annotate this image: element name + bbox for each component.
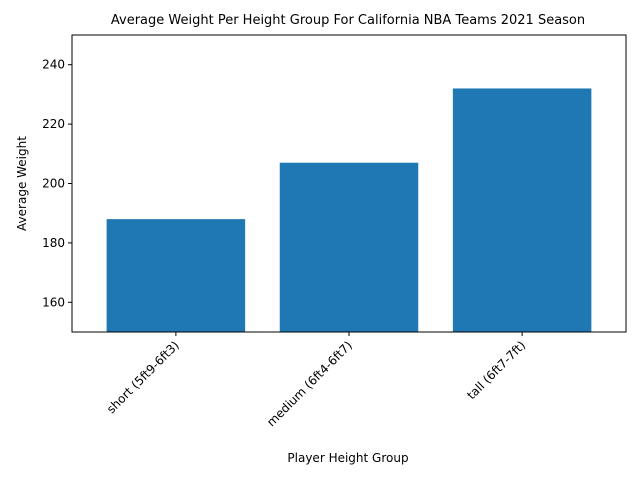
bar-2 (452, 88, 592, 333)
y-axis: 160 180 200 220 240 (42, 58, 72, 309)
x-axis-label: Player Height Group (287, 451, 408, 465)
x-tick-label-1: medium (6ft4-6ft7) (264, 338, 355, 429)
x-axis: short (5ft9-6ft3) medium (6ft4-6ft7) tall … (104, 332, 528, 429)
y-tick-label-0: 160 (42, 295, 65, 309)
bar-1 (279, 162, 419, 332)
chart-title: Average Weight Per Height Group For Cali… (111, 13, 585, 28)
x-tick-label-0: short (5ft9-6ft3) (104, 338, 182, 416)
bar-0 (106, 219, 246, 332)
x-tick-label-2: tall (6ft7-7ft) (464, 338, 528, 402)
y-tick-label-2: 200 (42, 177, 65, 191)
y-axis-label: Average Weight (15, 136, 29, 231)
bars-group (106, 88, 592, 333)
y-tick-label-3: 220 (42, 117, 65, 131)
y-tick-label-1: 180 (42, 236, 65, 250)
plot-frame (71, 34, 627, 333)
y-tick-label-4: 240 (42, 58, 65, 72)
